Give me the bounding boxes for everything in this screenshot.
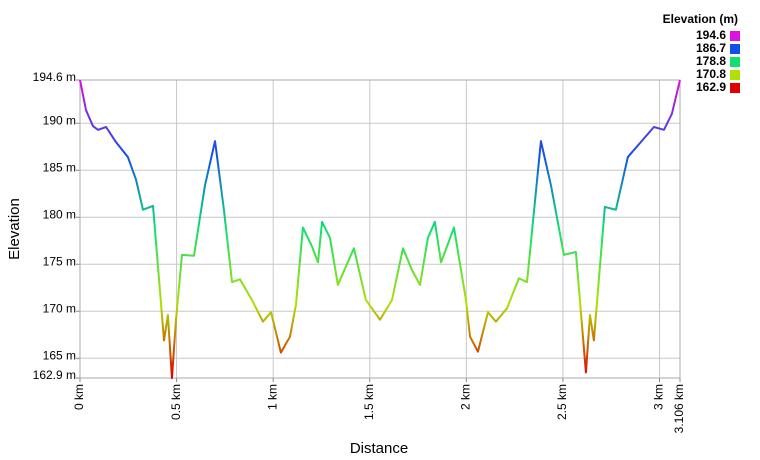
- y-axis-label: Elevation: [6, 198, 23, 260]
- elevation-line: [79, 79, 681, 379]
- x-tick-label: 1.5 km: [362, 384, 376, 420]
- y-tick-label: 194.6 m: [33, 70, 76, 84]
- legend-label: 162.9: [696, 80, 726, 94]
- legend-title: Elevation (m): [663, 12, 738, 26]
- y-tick-label: 185 m: [43, 160, 76, 174]
- x-tick-label: 2 km: [459, 384, 473, 410]
- x-tick-label: 1 km: [265, 384, 279, 410]
- y-tick-label: 162.9 m: [33, 368, 76, 382]
- plot-frame: [79, 79, 681, 379]
- y-tick-label: 175 m: [43, 254, 76, 268]
- legend-label: 186.7: [696, 41, 726, 55]
- legend-swatch: [730, 31, 740, 41]
- legend-swatch: [730, 70, 740, 80]
- legend-swatch: [730, 44, 740, 54]
- x-tick-label: 0.5 km: [169, 384, 183, 420]
- legend-label: 194.6: [696, 28, 726, 42]
- x-tick-label: 3.106 km: [672, 384, 686, 433]
- x-axis-label: Distance: [350, 440, 408, 457]
- legend-label: 178.8: [696, 54, 726, 68]
- y-tick-label: 190 m: [43, 113, 76, 127]
- legend-label: 170.8: [696, 67, 726, 81]
- y-tick-label: 170 m: [43, 301, 76, 315]
- y-tick-label: 180 m: [43, 207, 76, 221]
- y-tick-label: 165 m: [43, 348, 76, 362]
- x-tick-label: 0 km: [72, 384, 86, 410]
- x-tick-label: 3 km: [652, 384, 666, 410]
- legend-swatch: [730, 57, 740, 67]
- legend-swatch: [730, 83, 740, 93]
- x-tick-label: 2.5 km: [555, 384, 569, 420]
